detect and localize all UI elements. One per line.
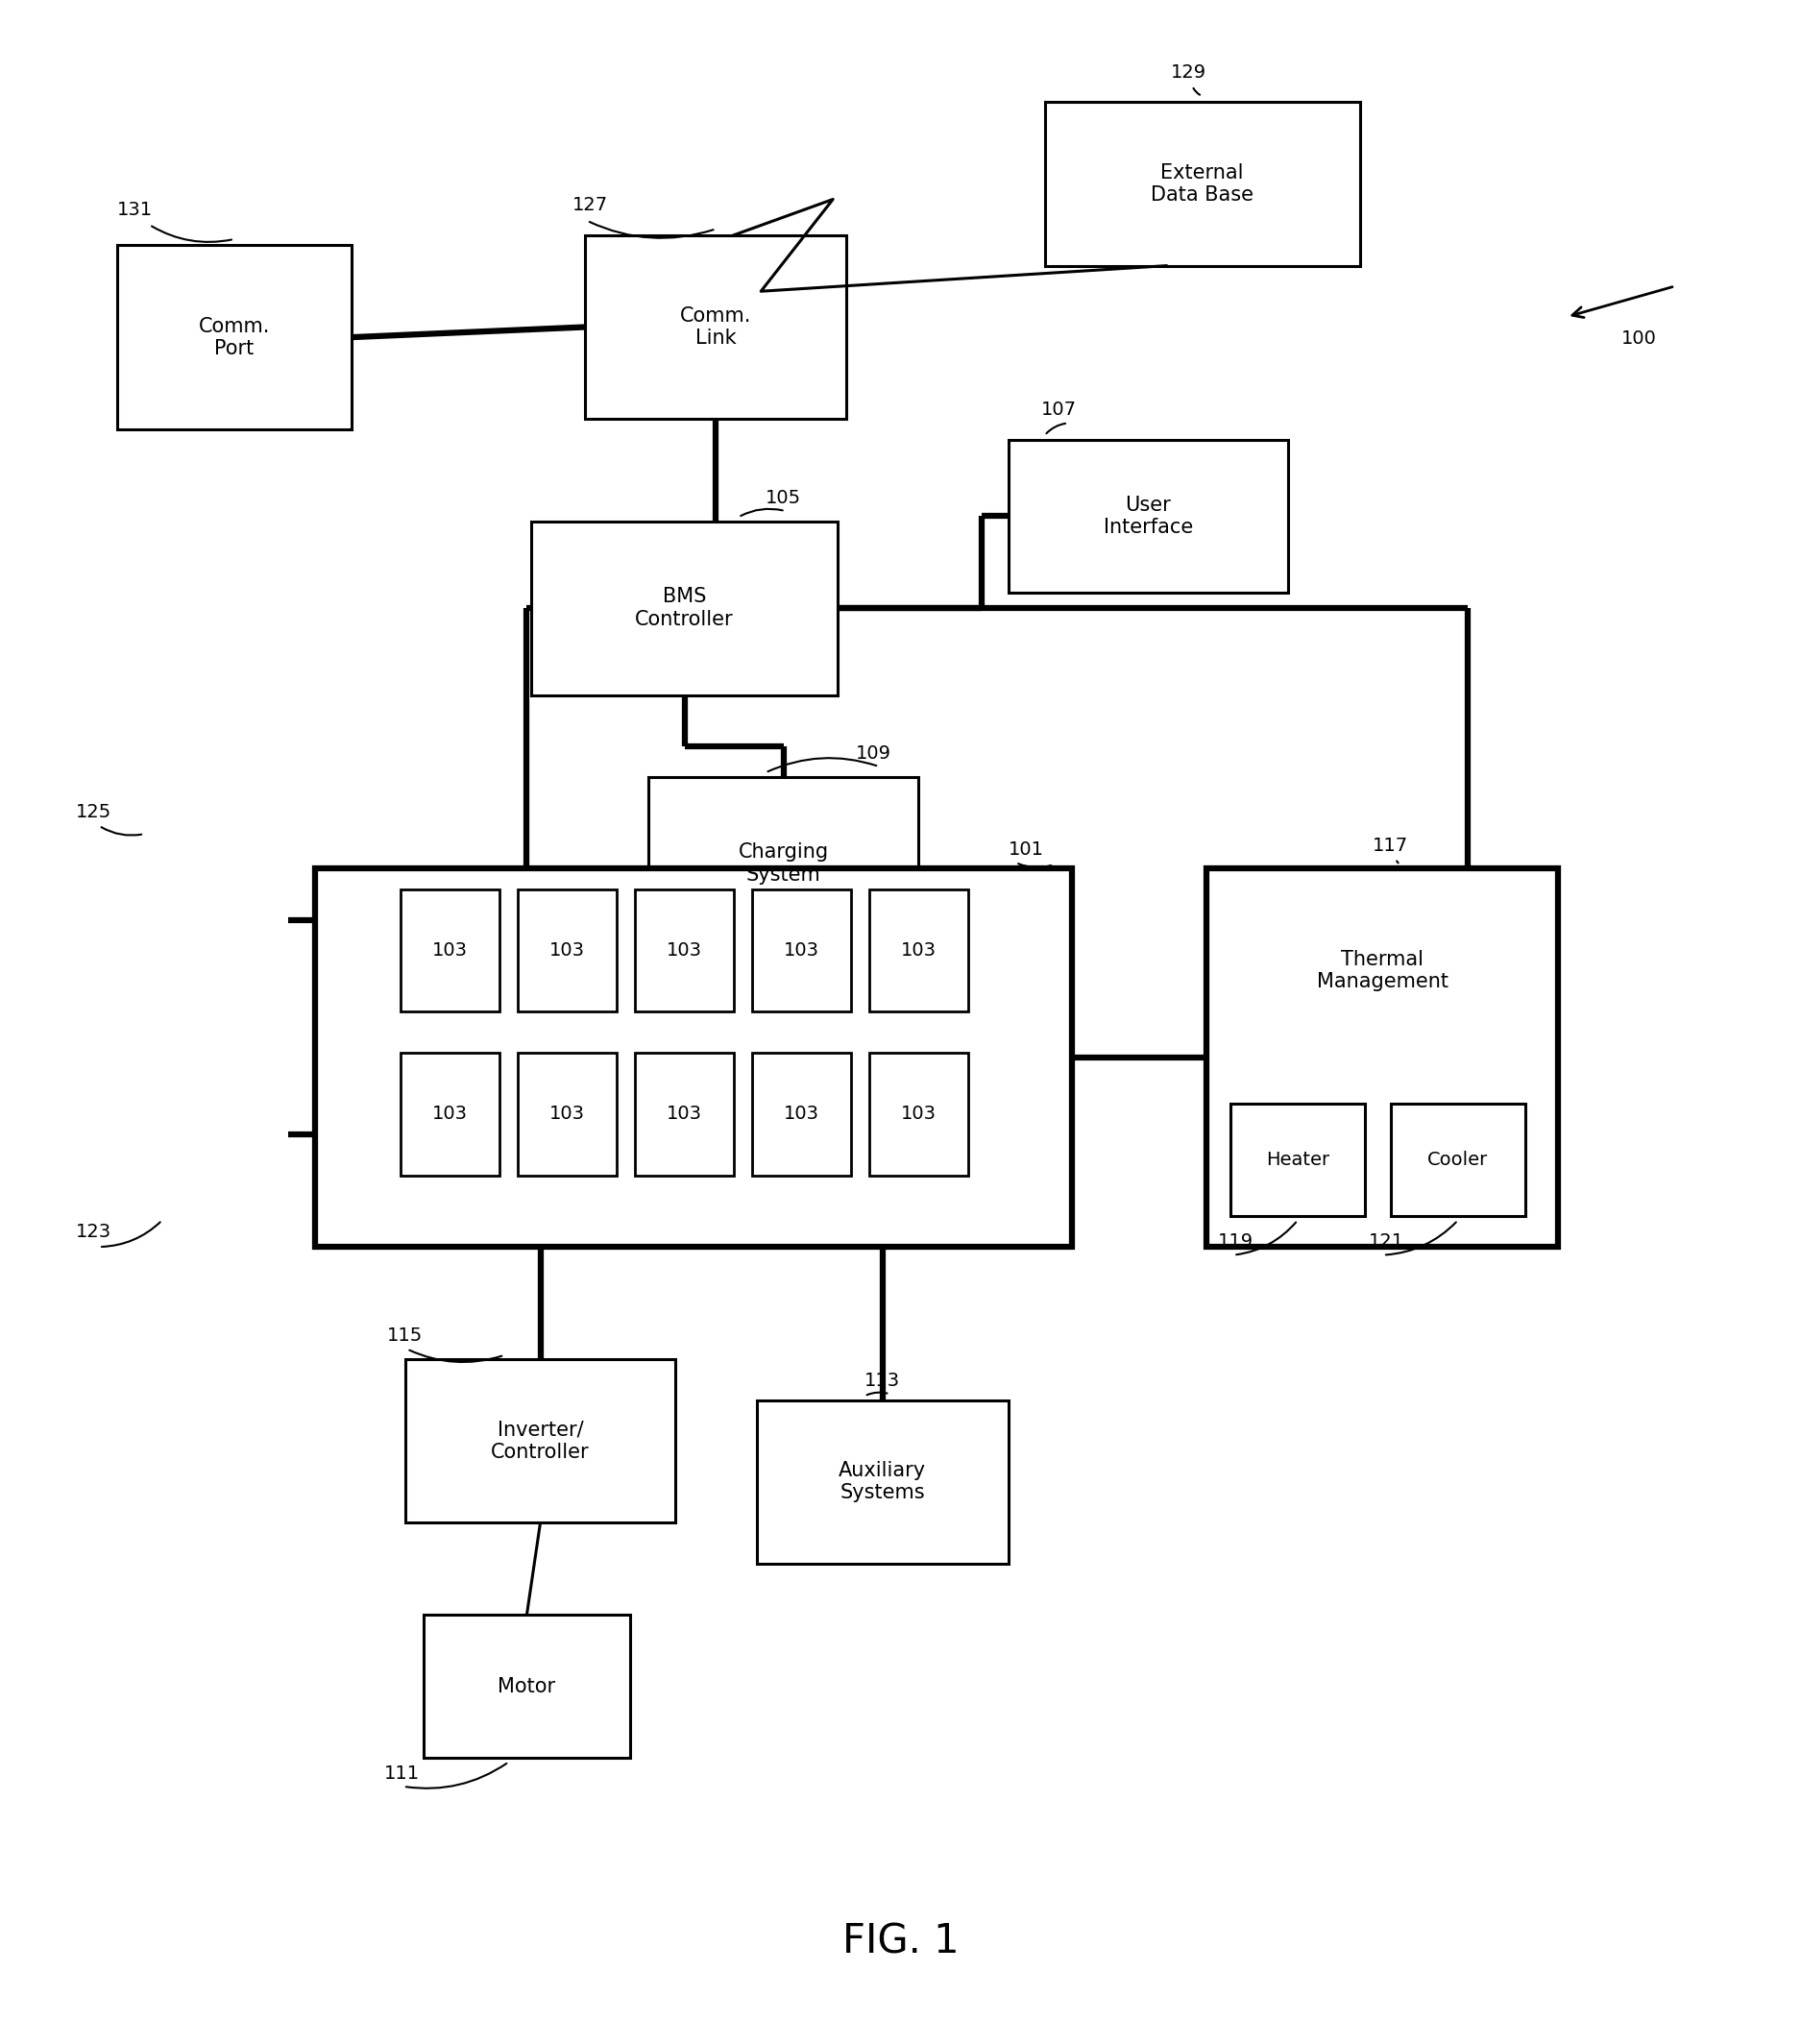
Bar [1045,102,1360,266]
Bar [531,521,837,695]
Bar [117,245,351,429]
Text: 103: 103 [666,942,702,959]
Text: 125: 125 [76,803,112,822]
Bar [753,889,852,1012]
Text: 127: 127 [573,196,609,215]
Text: 111: 111 [384,1764,420,1782]
Bar [519,1053,616,1175]
Text: 107: 107 [1041,401,1077,419]
Text: 103: 103 [666,1106,702,1122]
Text: Cooler: Cooler [1428,1151,1488,1169]
Bar [636,1053,735,1175]
Text: External
Data Base: External Data Base [1151,164,1253,204]
Bar [753,1053,852,1175]
Text: 109: 109 [855,744,891,762]
Text: Comm.
Port: Comm. Port [198,317,270,358]
Text: 123: 123 [76,1222,112,1241]
Text: 117: 117 [1372,836,1408,854]
Text: FIG. 1: FIG. 1 [843,1921,958,1962]
Text: 103: 103 [549,1106,585,1122]
Text: 103: 103 [549,942,585,959]
Text: 121: 121 [1369,1233,1405,1251]
Text: 103: 103 [900,942,937,959]
Bar [423,1615,630,1758]
Bar [405,1359,675,1523]
Text: Charging
System: Charging System [738,842,828,885]
Bar [315,869,1072,1247]
Text: BMS
Controller: BMS Controller [636,587,733,630]
Text: 119: 119 [1217,1233,1253,1251]
Text: 103: 103 [900,1106,937,1122]
Bar [1390,1104,1525,1216]
Bar [1009,439,1288,593]
Text: 115: 115 [387,1327,423,1345]
Bar [648,777,919,950]
Bar [1207,869,1558,1247]
Text: 103: 103 [783,942,819,959]
Bar [1230,1104,1365,1216]
Text: Heater: Heater [1266,1151,1329,1169]
Text: 131: 131 [117,200,153,219]
Text: 129: 129 [1171,63,1207,82]
Bar [519,889,616,1012]
Bar [756,1400,1009,1564]
Text: Inverter/
Controller: Inverter/ Controller [492,1421,589,1461]
Text: 101: 101 [1009,840,1045,858]
Text: 113: 113 [864,1372,900,1390]
Text: Thermal
Management: Thermal Management [1317,950,1448,991]
Bar [400,1053,501,1175]
Text: Motor: Motor [497,1676,557,1697]
Bar [870,1053,969,1175]
Text: User
Interface: User Interface [1104,495,1192,538]
Text: 103: 103 [783,1106,819,1122]
Bar [585,235,846,419]
Bar [400,889,501,1012]
Text: 103: 103 [432,1106,468,1122]
Text: Auxiliary
Systems: Auxiliary Systems [839,1461,926,1502]
Text: 100: 100 [1621,329,1657,347]
Bar [636,889,735,1012]
Bar [870,889,969,1012]
Text: 103: 103 [432,942,468,959]
Text: Comm.
Link: Comm. Link [681,307,751,347]
Text: 105: 105 [765,489,801,507]
